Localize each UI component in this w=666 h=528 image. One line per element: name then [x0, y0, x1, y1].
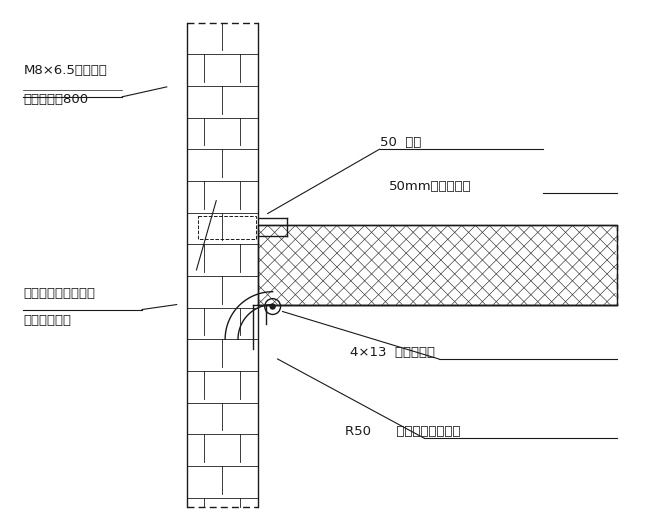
- Text: 用密封胶密封: 用密封胶密封: [23, 314, 71, 327]
- Bar: [258, 225, 617, 305]
- Text: R50      铝合金阴角及底料: R50 铝合金阴角及底料: [345, 425, 460, 438]
- Bar: [198, 215, 256, 239]
- Text: 50  槽铝: 50 槽铝: [380, 136, 421, 149]
- Text: 槽铝与土建墙交接处: 槽铝与土建墙交接处: [23, 287, 95, 300]
- Text: 间距不大于800: 间距不大于800: [23, 93, 89, 106]
- Circle shape: [270, 304, 275, 309]
- Bar: [258, 225, 617, 305]
- Text: 50mm岩棉彩锂板: 50mm岩棉彩锂板: [390, 180, 472, 193]
- Text: 4×13  抝芯铝铆钉: 4×13 抝芯铝铆钉: [350, 346, 435, 359]
- Text: M8×6.5膨胀螺栓: M8×6.5膨胀螺栓: [23, 64, 107, 77]
